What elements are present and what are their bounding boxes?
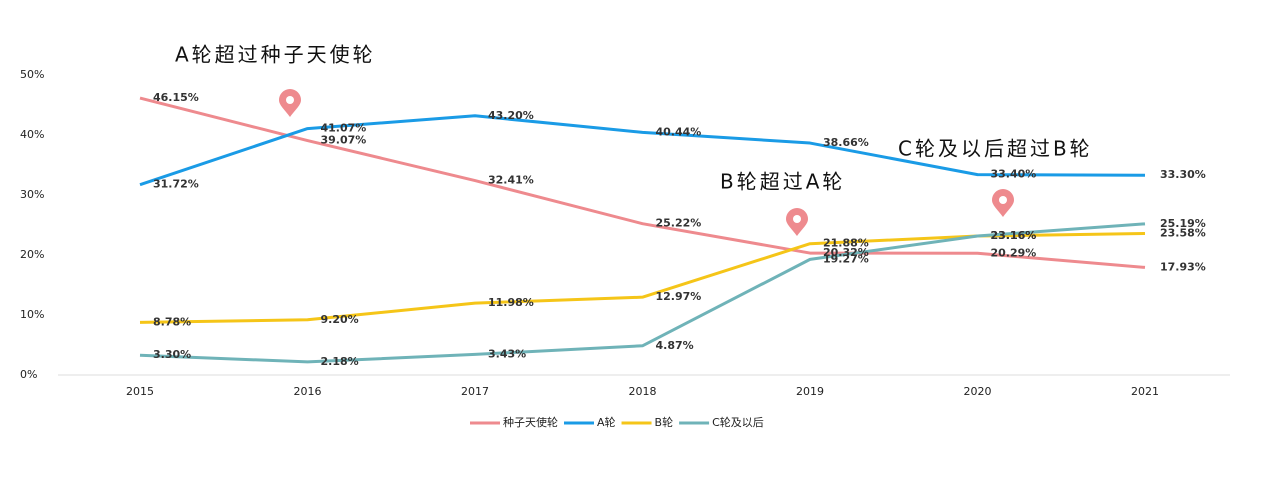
pin <box>279 89 301 117</box>
data-label: 23.16% <box>991 229 1037 242</box>
data-label: 20.32% <box>823 246 869 259</box>
data-label: 46.15% <box>153 91 199 104</box>
pin <box>992 189 1014 217</box>
annotation: B轮超过A轮 <box>720 170 845 194</box>
data-label: 33.30% <box>1160 168 1206 181</box>
data-label: 9.20% <box>321 313 359 326</box>
y-tick-label: 50% <box>20 68 44 81</box>
data-label: 8.78% <box>153 315 191 328</box>
annotation: C轮及以后超过B轮 <box>898 137 1093 161</box>
legend-label: C轮及以后 <box>712 415 764 429</box>
data-label: 20.29% <box>991 246 1037 259</box>
data-label: 12.97% <box>656 290 702 303</box>
annotation: A轮超过种子天使轮 <box>175 43 376 67</box>
data-label: 23.16% <box>991 229 1037 242</box>
legend-label: B轮 <box>655 415 674 429</box>
data-label: 25.19% <box>1160 217 1206 230</box>
x-tick-label: 2016 <box>294 385 322 398</box>
data-label: 38.66% <box>823 136 869 149</box>
data-label: 43.20% <box>488 109 534 122</box>
data-label: 3.30% <box>153 348 191 361</box>
data-label: 11.98% <box>488 296 534 309</box>
data-label: 31.72% <box>153 178 199 191</box>
data-label: 39.07% <box>321 134 367 147</box>
x-tick-label: 2017 <box>461 385 489 398</box>
y-tick-label: 40% <box>20 128 44 141</box>
y-tick-label: 0% <box>20 368 37 381</box>
pin <box>786 208 808 236</box>
data-label: 4.87% <box>656 339 694 352</box>
data-label: 19.27% <box>823 252 869 265</box>
x-tick-label: 2021 <box>1131 385 1159 398</box>
data-label: 23.58% <box>1160 227 1206 240</box>
x-tick-label: 2019 <box>796 385 824 398</box>
legend-label: 种子天使轮 <box>503 415 558 429</box>
y-tick-label: 30% <box>20 188 44 201</box>
data-label: 32.41% <box>488 174 534 187</box>
data-label: 33.40% <box>991 168 1037 181</box>
x-tick-label: 2018 <box>629 385 657 398</box>
series-line <box>139 114 1146 187</box>
x-tick-label: 2015 <box>126 385 154 398</box>
data-label: 3.43% <box>488 347 526 360</box>
data-label: 2.18% <box>321 355 359 368</box>
y-tick-label: 10% <box>20 308 44 321</box>
data-label: 21.88% <box>823 237 869 250</box>
data-label: 17.93% <box>1160 260 1206 273</box>
series-line <box>139 222 1146 364</box>
data-label: 40.44% <box>656 125 702 138</box>
series-line <box>139 96 1146 269</box>
y-tick-label: 20% <box>20 248 44 261</box>
x-tick-label: 2020 <box>964 385 992 398</box>
data-label: 41.07% <box>321 122 367 135</box>
legend-label: A轮 <box>597 415 616 429</box>
data-label: 25.22% <box>656 217 702 230</box>
